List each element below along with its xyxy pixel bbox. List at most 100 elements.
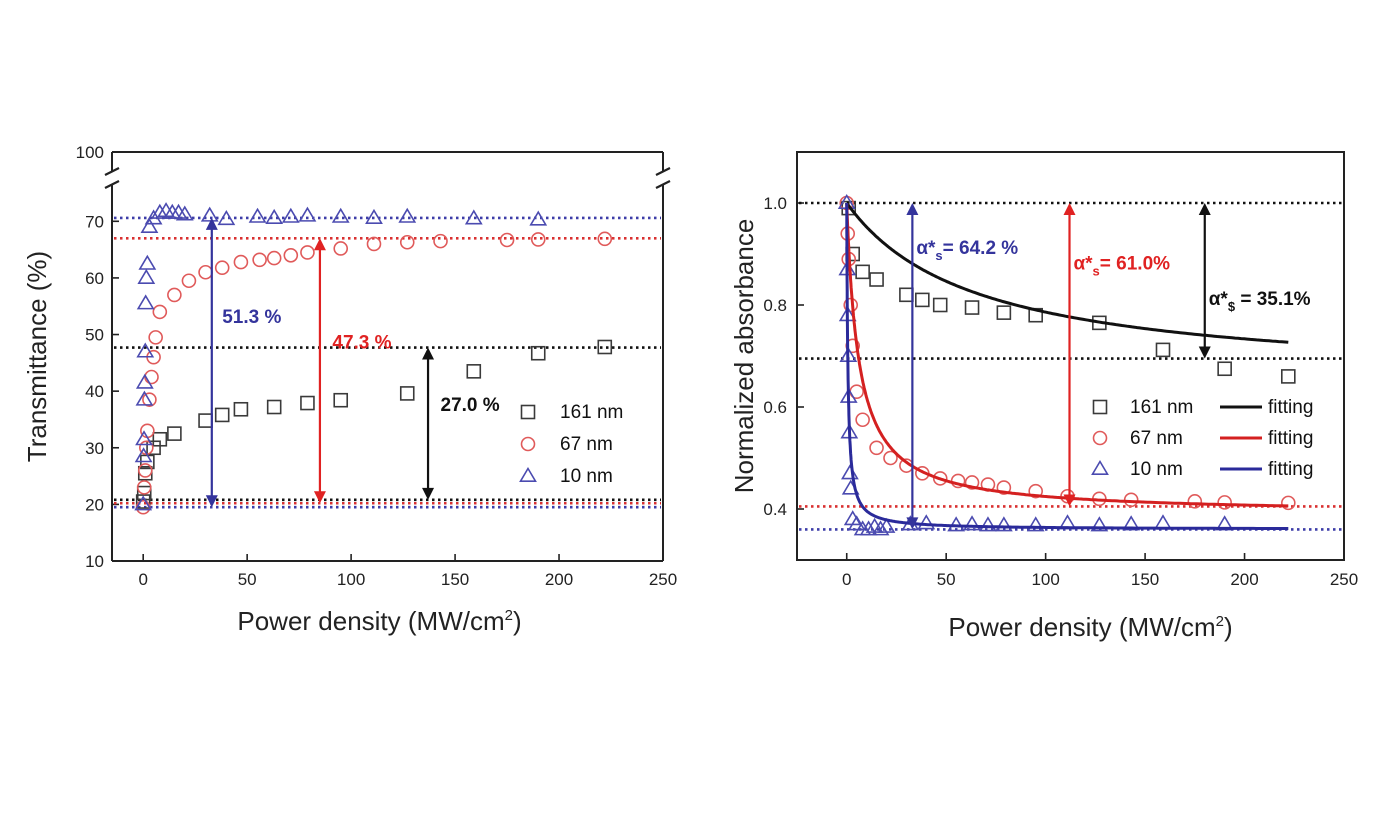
annotation-subscript: $	[1228, 299, 1236, 314]
data-point	[1154, 514, 1172, 530]
series-161-nm	[135, 339, 613, 509]
data-point	[248, 207, 267, 223]
y-tick-label-break: 100	[76, 143, 104, 162]
data-point	[136, 480, 152, 495]
data-point	[136, 342, 155, 358]
annotation-arrow-head-bottom	[906, 517, 919, 530]
data-point	[281, 207, 300, 223]
data-point	[298, 206, 317, 222]
data-point	[134, 495, 153, 511]
data-point	[135, 494, 151, 509]
data-point	[433, 233, 448, 249]
legend-marker	[520, 436, 536, 452]
data-point	[134, 447, 153, 463]
y-tick-label: 30	[85, 439, 104, 458]
data-point	[859, 520, 878, 536]
data-point	[597, 231, 613, 247]
data-point	[855, 264, 870, 280]
axis-break-mark	[104, 167, 120, 176]
legend-marker	[519, 466, 537, 483]
data-point	[144, 369, 159, 385]
data-point	[175, 205, 194, 221]
legend-fit-label: fitting	[1268, 459, 1313, 480]
data-point	[964, 300, 980, 315]
data-point	[331, 207, 350, 223]
axis-break-mark	[104, 180, 120, 189]
y-tick-label: 10	[85, 552, 104, 571]
data-point	[996, 305, 1012, 320]
x-tick-label: 50	[937, 570, 956, 589]
annotation-label: α*s= 61.0%	[1073, 253, 1170, 278]
series-10-nm	[134, 202, 548, 511]
data-point	[252, 252, 267, 268]
data-point	[915, 292, 930, 308]
annotation-label: α*s= 64.2 %	[916, 238, 1018, 263]
y-tick-label: 60	[85, 269, 104, 288]
data-point	[366, 236, 382, 252]
annotation-label: α*$ = 35.1%	[1209, 289, 1311, 314]
annotation-arrow-head-top	[1063, 203, 1076, 215]
data-point	[597, 339, 613, 355]
y-tick-label: 70	[85, 212, 104, 231]
annotation-arrow-head-bottom	[313, 491, 326, 504]
annotation-arrow-head-bottom	[205, 495, 218, 508]
data-point	[233, 401, 249, 417]
legend-fit-label: fitting	[1268, 428, 1313, 449]
annotation-symbol: α*	[916, 238, 936, 259]
data-point	[217, 209, 236, 226]
data-point	[877, 517, 896, 533]
data-point	[399, 386, 415, 401]
annotation-value: = 61.0%	[1100, 253, 1170, 274]
data-point	[883, 450, 898, 466]
axis-break-mark	[655, 180, 671, 189]
data-point	[214, 407, 230, 423]
x-tick-label: 150	[441, 570, 469, 589]
data-point	[841, 464, 859, 480]
x-axis-label-text: Power density (MW/cm	[237, 606, 504, 636]
legend-label: 161 nm	[1130, 397, 1193, 418]
fit-curve	[845, 201, 1289, 344]
series-10-nm	[837, 193, 1234, 536]
x-tick-label: 250	[1330, 570, 1358, 589]
data-point	[1123, 492, 1139, 508]
transmittance-chart: 0 50 100 150 200 250 10 20 30 40 50 60 70 100 Power de…	[22, 143, 677, 636]
data-point	[1155, 342, 1171, 358]
data-point	[530, 232, 546, 247]
absorbance-chart: 0 50 100 150 200 250 0.4 0.6 0.8 1.0 Power density…	[729, 151, 1358, 642]
data-point	[994, 516, 1013, 532]
data-point	[214, 260, 230, 276]
data-point	[138, 254, 157, 270]
data-point	[869, 440, 884, 456]
x-axis-label: Power density (MW/cm2)	[237, 606, 521, 636]
data-point	[167, 426, 182, 441]
x-axis-label-text: Power density (MW/cm	[948, 612, 1215, 642]
data-point	[399, 234, 415, 250]
annotation-arrow-head-bottom	[1198, 346, 1211, 359]
series-67-nm	[135, 231, 613, 515]
legend-marker	[1092, 399, 1108, 415]
x-axis-label-sup: 2	[505, 607, 513, 624]
data-point	[979, 516, 997, 532]
data-point	[152, 431, 168, 447]
data-point	[1281, 369, 1296, 384]
data-point	[135, 390, 154, 406]
x-tick-label: 200	[1230, 570, 1258, 589]
legend-label: 10 nm	[560, 466, 613, 487]
y-tick-label: 0.4	[763, 500, 787, 519]
y-tick-label: 0.8	[763, 296, 787, 315]
data-point	[283, 247, 299, 263]
annotation-label: 27.0 %	[441, 395, 500, 416]
data-point	[142, 392, 157, 407]
data-point	[333, 392, 349, 408]
data-point	[333, 241, 349, 256]
y-tick-label: 0.6	[763, 398, 787, 417]
x-axis-label: Power density (MW/cm2)	[948, 612, 1232, 642]
annotation-symbol: α*	[1209, 289, 1229, 310]
annotation-arrow-head-bottom	[1063, 494, 1076, 507]
data-point	[871, 520, 890, 536]
data-point	[266, 250, 282, 266]
annotation-arrow-head-top	[906, 203, 919, 215]
legend-marker	[1092, 430, 1108, 446]
data-point	[300, 395, 315, 411]
